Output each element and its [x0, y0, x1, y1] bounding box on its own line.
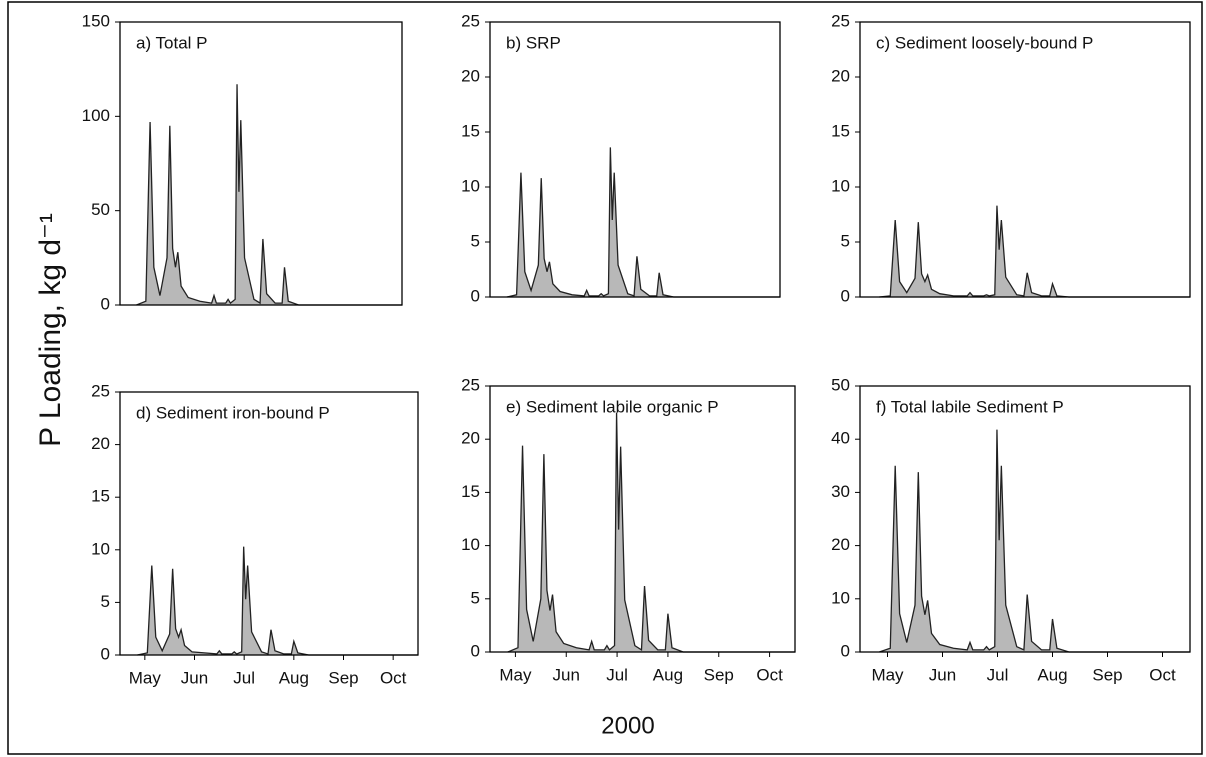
x-tick-label: Aug [279, 668, 309, 687]
y-tick-label: 15 [831, 121, 850, 140]
x-tick-label: Aug [653, 665, 683, 684]
y-tick-label: 0 [841, 286, 850, 305]
panel-title: f) Total labile Sediment P [876, 397, 1064, 416]
y-tick-label: 15 [461, 121, 480, 140]
y-tick-label: 50 [91, 200, 110, 219]
panel-title: a) Total P [136, 33, 208, 52]
y-tick-label: 25 [831, 11, 850, 30]
area [137, 546, 418, 655]
area [507, 412, 795, 652]
y-tick-label: 15 [91, 487, 110, 506]
y-tick-label: 5 [471, 231, 480, 250]
y-tick-label: 10 [831, 588, 850, 607]
y-tick-label: 25 [461, 375, 480, 394]
line [506, 147, 780, 298]
line [136, 84, 402, 306]
x-tick-label: May [129, 668, 162, 687]
y-tick-label: 5 [101, 592, 110, 611]
frame [7, 1, 1203, 755]
y-tick-label: 0 [841, 641, 850, 660]
y-tick-label: 30 [831, 482, 850, 501]
x-tick-label: Jul [987, 665, 1009, 684]
y-tick-label: 0 [101, 644, 110, 663]
area [136, 84, 402, 305]
y-tick-label: 10 [461, 535, 480, 554]
y-tick-label: 20 [831, 66, 850, 85]
x-tick-label: Sep [1092, 665, 1122, 684]
line [879, 205, 1190, 298]
y-tick-label: 20 [91, 434, 110, 453]
x-tick-label: Jun [929, 665, 956, 684]
y-tick-label: 150 [82, 11, 110, 30]
x-tick-label: Oct [756, 665, 783, 684]
y-tick-label: 25 [461, 11, 480, 30]
panel-title: d) Sediment iron-bound P [136, 403, 330, 422]
area [506, 147, 780, 297]
y-tick-label: 0 [471, 641, 480, 660]
y-tick-label: 15 [461, 482, 480, 501]
x-tick-label: Jun [181, 668, 208, 687]
area [879, 205, 1190, 297]
y-tick-label: 10 [91, 539, 110, 558]
plot-frame [119, 21, 403, 306]
plot-frame [489, 385, 796, 653]
panel-title: c) Sediment loosely-bound P [876, 33, 1093, 52]
x-axis-label: 2000 [601, 712, 654, 739]
y-tick-label: 25 [91, 381, 110, 400]
line [137, 546, 418, 656]
y-tick-label: 5 [841, 231, 850, 250]
y-tick-label: 20 [831, 535, 850, 554]
y-tick-label: 20 [461, 429, 480, 448]
x-tick-label: Aug [1037, 665, 1067, 684]
y-tick-label: 10 [461, 176, 480, 195]
x-tick-label: Jul [233, 668, 255, 687]
line [507, 412, 795, 653]
x-tick-label: May [871, 665, 904, 684]
y-tick-label: 100 [82, 106, 110, 125]
y-tick-label: 10 [831, 176, 850, 195]
x-tick-label: Sep [328, 668, 358, 687]
panel-title: e) Sediment labile organic P [506, 397, 719, 416]
y-tick-label: 0 [471, 286, 480, 305]
x-tick-label: Oct [380, 668, 407, 687]
y-tick-label: 40 [831, 429, 850, 448]
x-tick-label: Sep [704, 665, 734, 684]
y-axis-label: P Loading, kg d⁻¹ [34, 213, 67, 447]
y-tick-label: 0 [101, 294, 110, 313]
plot-frame [119, 391, 419, 656]
x-tick-label: Oct [1149, 665, 1176, 684]
x-tick-label: Jul [606, 665, 628, 684]
plot-frame [859, 385, 1191, 653]
y-tick-label: 5 [471, 588, 480, 607]
line [879, 429, 1190, 653]
x-tick-label: May [499, 665, 532, 684]
area [879, 429, 1190, 652]
panel-title: b) SRP [506, 33, 561, 52]
x-tick-label: Jun [553, 665, 580, 684]
y-tick-label: 50 [831, 375, 850, 394]
y-tick-label: 20 [461, 66, 480, 85]
plot-frame [859, 21, 1191, 298]
plot-frame [489, 21, 781, 298]
